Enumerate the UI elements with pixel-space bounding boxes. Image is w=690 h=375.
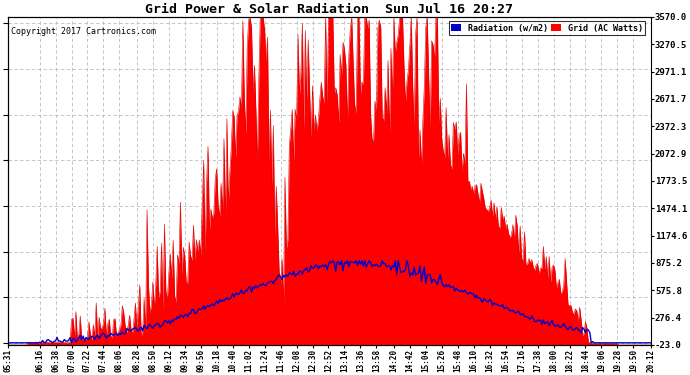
Title: Grid Power & Solar Radiation  Sun Jul 16 20:27: Grid Power & Solar Radiation Sun Jul 16 … <box>145 3 513 16</box>
Legend: Radiation (w/m2), Grid (AC Watts): Radiation (w/m2), Grid (AC Watts) <box>448 21 645 35</box>
Text: Copyright 2017 Cartronics.com: Copyright 2017 Cartronics.com <box>11 27 156 36</box>
